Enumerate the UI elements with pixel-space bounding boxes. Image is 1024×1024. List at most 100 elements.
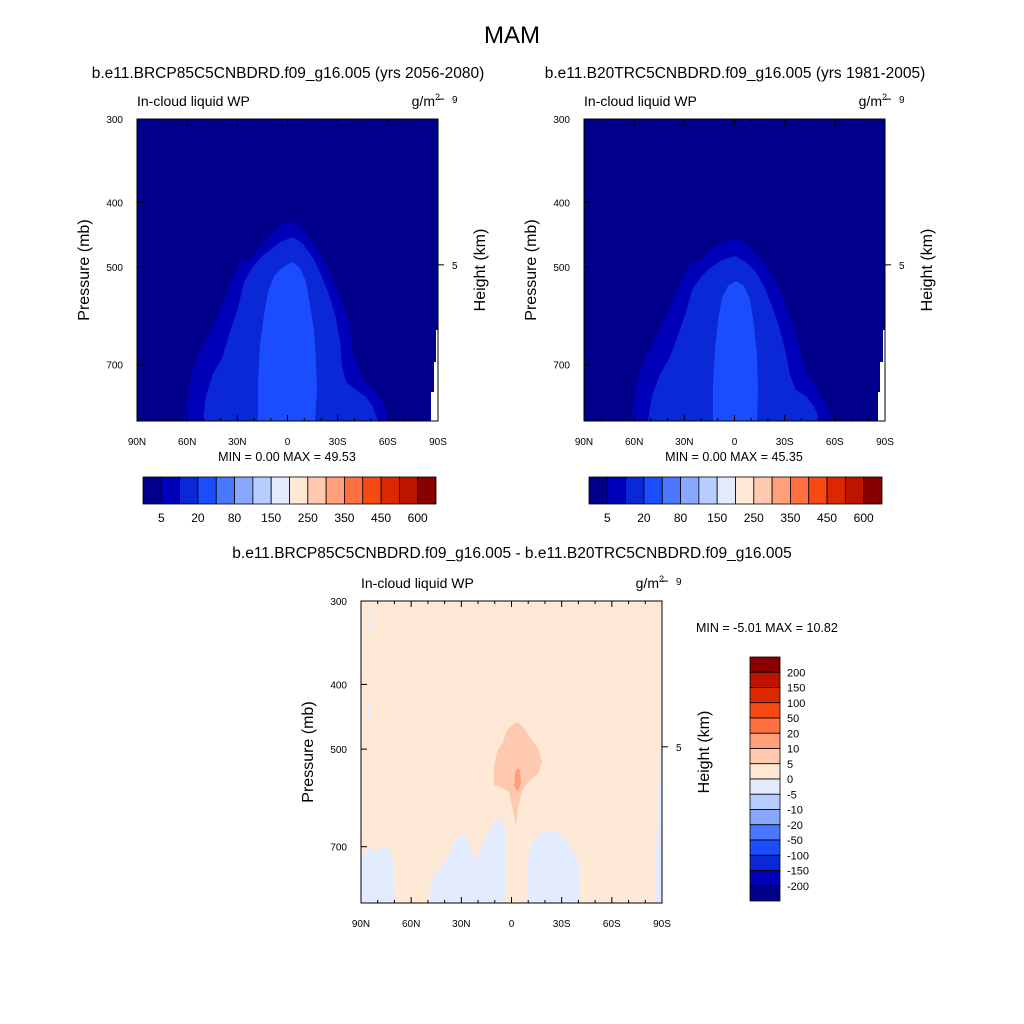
- colorbar-swatch: [643, 476, 663, 505]
- panel-2-contour-field: [584, 119, 885, 421]
- colorbar-label: 10: [787, 744, 799, 756]
- colorbar-swatch: [790, 476, 810, 505]
- colorbar-swatch: [234, 476, 254, 505]
- colorbar-swatch: [808, 476, 828, 505]
- panel-1-x-tick-label: 60S: [379, 437, 397, 448]
- colorbar-swatch: [749, 778, 781, 795]
- colorbar-swatch: [749, 809, 781, 826]
- panel-3-y-tick-label: 500: [330, 745, 347, 756]
- colorbar-swatch: [749, 717, 781, 734]
- panel-1-variable-label: In-cloud liquid WP: [137, 93, 250, 109]
- panel-3-negative-region-3: [526, 830, 580, 903]
- panel-2-level-20: [713, 281, 758, 421]
- panel-1-y-tick-label: 700: [106, 361, 123, 372]
- colorbar-label: -5: [787, 789, 797, 801]
- panel-3-y-tick-label: 300: [330, 597, 347, 608]
- colorbar-label: -20: [787, 820, 803, 832]
- colorbar-label: 250: [298, 511, 318, 525]
- colorbar-swatch: [716, 476, 736, 505]
- colorbar-swatch: [252, 476, 272, 505]
- panel-1-contour-field: [137, 119, 438, 421]
- colorbar-label: 20: [637, 511, 651, 525]
- colorbar-swatch: [307, 476, 327, 505]
- panel-2-y-tick-label: 300: [553, 115, 570, 126]
- colorbar-swatch: [398, 476, 419, 505]
- panel-3-units-label: g/m2: [636, 574, 664, 591]
- panel-2-missing-data-2: [880, 362, 885, 392]
- panel-1: b.e11.BRCP85C5CNBDRD.f09_g16.005 (yrs 20…: [76, 65, 489, 525]
- panel-1-missing-data-1: [436, 330, 438, 362]
- colorbar-swatch: [588, 476, 608, 505]
- panel-2-title: b.e11.B20TRC5CNBDRD.f09_g16.005 (yrs 198…: [545, 65, 926, 82]
- panel-2-units-base: g/m: [859, 93, 882, 109]
- panel-3-y-tick-label: 400: [330, 680, 347, 691]
- colorbar-swatch: [749, 870, 781, 887]
- panel-1-height-tick-label: 9: [452, 95, 458, 106]
- colorbar-swatch: [735, 476, 755, 505]
- colorbar-label: 450: [371, 511, 391, 525]
- colorbar-swatch: [749, 763, 781, 780]
- colorbar-swatch: [826, 476, 846, 505]
- panel-2-colorbar: 5 20 80 150 250 350 450 600: [588, 476, 883, 525]
- colorbar-swatch: [344, 476, 364, 505]
- panel-2-missing-data-3: [878, 392, 885, 421]
- panel-1-missing-data-3: [431, 392, 438, 421]
- panel-1-x-tick-label: 30N: [228, 437, 246, 448]
- panel-3-x-tick-label: 60N: [402, 919, 420, 930]
- panel-1-x-tick-label: 0: [285, 437, 291, 448]
- panel-2-x-tick-label: 60N: [625, 437, 643, 448]
- colorbar-label: 5: [158, 511, 165, 525]
- panel-1-missing-data-2: [434, 362, 438, 392]
- colorbar-swatch: [749, 671, 781, 688]
- panel-2-y-tick-label: 400: [553, 198, 570, 209]
- panel-3-height-tick-label: 9: [676, 577, 682, 588]
- colorbar-swatch: [749, 732, 781, 749]
- panel-3-x-tick-label: 0: [509, 919, 515, 930]
- panel-2-min-label: MIN = 0.00 MAX = 45.35: [665, 450, 803, 464]
- colorbar-swatch: [215, 476, 235, 505]
- panel-2-x-tick-label: 60S: [826, 437, 844, 448]
- panel-1-x-tick-label: 30S: [329, 437, 347, 448]
- colorbar-label: 150: [261, 511, 281, 525]
- panel-1-y-tick-label: 500: [106, 263, 123, 274]
- colorbar-label: -50: [787, 835, 803, 847]
- panel-2-missing-data-1: [883, 330, 885, 362]
- panel-2-ylabel-left: Pressure (mb): [523, 219, 540, 320]
- panel-3-min-label: MIN = -5.01 MAX = 10.82: [696, 621, 838, 635]
- colorbar-swatch: [417, 476, 437, 505]
- colorbar-label: 5: [787, 759, 793, 771]
- panel-3-x-tick-label: 30S: [553, 919, 571, 930]
- panel-3-title: b.e11.BRCP85C5CNBDRD.f09_g16.005 - b.e11…: [232, 545, 791, 562]
- colorbar-label: 250: [744, 511, 764, 525]
- colorbar-swatch: [749, 793, 781, 810]
- colorbar-label: 50: [787, 713, 799, 725]
- panel-3-positive-10-20: [514, 768, 521, 792]
- colorbar-swatch: [749, 839, 781, 856]
- panel-1-units-exponent: 2: [435, 92, 440, 102]
- panel-3-units-base: g/m: [636, 575, 659, 591]
- panel-2-y-tick-label: 700: [553, 361, 570, 372]
- colorbar-swatch: [179, 476, 199, 505]
- panel-2-variable-label: In-cloud liquid WP: [584, 93, 697, 109]
- colorbar-swatch: [753, 476, 773, 505]
- panel-1-ylabel-left: Pressure (mb): [76, 219, 93, 320]
- colorbar-swatch: [698, 476, 718, 505]
- panel-1-ylabel-right: Height (km): [472, 229, 489, 312]
- panel-3-contour-field: [361, 601, 662, 903]
- panel-3-negative-region-1: [361, 844, 395, 903]
- panel-2-ylabel-right: Height (km): [919, 229, 936, 312]
- panel-1-x-tick-label: 90N: [128, 437, 146, 448]
- colorbar-swatch: [749, 687, 781, 704]
- colorbar-swatch: [160, 476, 181, 505]
- panel-2-units-exponent: 2: [882, 92, 887, 102]
- panel-1-x-tick-label: 90S: [429, 437, 447, 448]
- colorbar-label: -150: [787, 866, 809, 878]
- panel-2-y-tick-label: 500: [553, 263, 570, 274]
- panel-3-variable-label: In-cloud liquid WP: [361, 575, 474, 591]
- colorbar-label: 600: [408, 511, 428, 525]
- panel-3-negative-sliver-top: [370, 612, 372, 632]
- panel-2-height-tick-label: 9: [899, 95, 905, 106]
- colorbar-swatch: [771, 476, 791, 505]
